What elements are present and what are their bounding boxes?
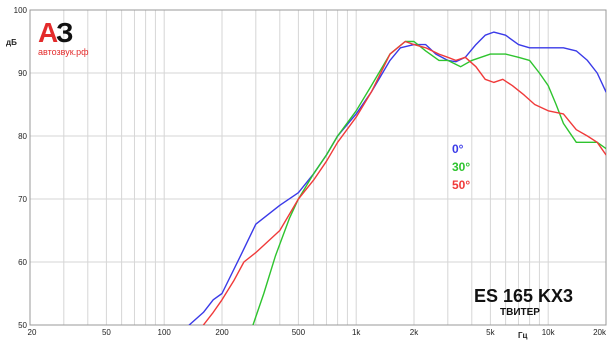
x-tick-label: 10k [542,328,556,337]
model-caption: ES 165 KX3 ТВИТЕР [474,286,573,318]
x-tick-label: 20 [28,328,37,337]
y-tick-label: 70 [18,195,27,204]
y-axis-unit: дБ [6,38,17,47]
legend-30deg: 30° [452,160,470,174]
logo-site: автозвук.рф [38,47,89,57]
x-tick-labels: 20 50 100 200 500 1k 2k 5k 10k 20k [28,328,607,337]
model-name: ES 165 KX3 [474,286,573,306]
x-tick-label: 1k [352,328,361,337]
series-line-0 [188,31,606,325]
x-tick-label: 50 [102,328,111,337]
logo-mark-3: З [56,17,74,48]
legend: 0° 30° 50° [452,142,470,192]
y-tick-label: 100 [14,6,28,15]
y-tick-label: 50 [18,321,27,330]
legend-0deg: 0° [452,142,464,156]
series-line-2 [202,40,606,325]
logo-mark-a: А [38,17,58,48]
series-line-1 [252,40,606,325]
series-layer [188,31,606,325]
y-tick-label: 90 [18,69,27,78]
x-tick-label: 500 [292,328,306,337]
legend-50deg: 50° [452,178,470,192]
x-tick-label: 2k [410,328,419,337]
x-axis-unit: Гц [518,331,528,340]
x-tick-label: 200 [215,328,229,337]
x-tick-label: 100 [158,328,172,337]
grid-vertical [29,10,607,325]
y-tick-label: 80 [18,132,27,141]
model-subtitle: ТВИТЕР [500,307,540,318]
x-tick-label: 20k [593,328,607,337]
y-tick-label: 60 [18,258,27,267]
plot-frame [29,9,607,326]
logo: А З автозвук.рф [38,17,89,57]
x-tick-label: 5k [486,328,495,337]
y-tick-labels: 50 60 70 80 90 100 [14,6,28,330]
